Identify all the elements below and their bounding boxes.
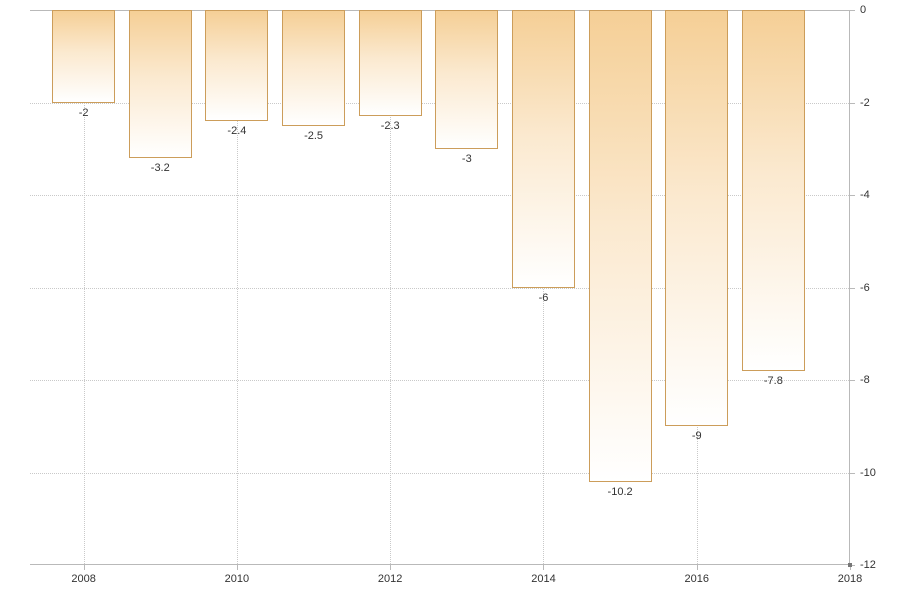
y-axis-label: -6 — [860, 282, 870, 294]
bar-value-label: -2.5 — [304, 130, 323, 142]
bar — [359, 10, 422, 116]
gridline-horizontal — [30, 473, 849, 474]
y-axis-label: -4 — [860, 189, 870, 201]
bar-value-label: -2 — [79, 107, 89, 119]
x-tick — [543, 565, 544, 570]
corner-marker — [848, 563, 852, 567]
bar — [512, 10, 575, 288]
bar — [589, 10, 652, 482]
y-tick — [850, 195, 855, 196]
bar — [435, 10, 498, 149]
bar — [52, 10, 115, 103]
bar-value-label: -3.2 — [151, 162, 170, 174]
y-axis-label: -8 — [860, 374, 870, 386]
y-tick — [850, 380, 855, 381]
x-axis-label: 2010 — [225, 573, 249, 585]
y-axis-label: -12 — [860, 559, 876, 571]
y-axis-label: -2 — [860, 97, 870, 109]
y-tick — [850, 473, 855, 474]
bar — [129, 10, 192, 158]
y-tick — [850, 288, 855, 289]
y-tick — [850, 10, 855, 11]
x-axis-label: 2012 — [378, 573, 402, 585]
bar — [205, 10, 268, 121]
bar — [665, 10, 728, 426]
x-axis-label: 2018 — [838, 573, 862, 585]
x-axis-label: 2008 — [71, 573, 95, 585]
bar — [742, 10, 805, 371]
bar-value-label: -10.2 — [608, 486, 633, 498]
y-axis-label: 0 — [860, 4, 866, 16]
x-tick — [390, 565, 391, 570]
x-axis-label: 2016 — [684, 573, 708, 585]
chart-container: 2008 2010 2012 2014 2016 2018 0 -2 -4 -6 -8 -10 -12 -… — [0, 0, 900, 600]
x-tick — [84, 565, 85, 570]
bar-value-label: -2.4 — [227, 125, 246, 137]
bar — [282, 10, 345, 126]
x-tick — [237, 565, 238, 570]
x-tick — [697, 565, 698, 570]
bar-value-label: -9 — [692, 430, 702, 442]
bar-value-label: -3 — [462, 153, 472, 165]
plot-area: 2008201020122014201620180-2-4-6-8-10-12-… — [30, 10, 850, 565]
y-axis-label: -10 — [860, 467, 876, 479]
x-axis-label: 2014 — [531, 573, 555, 585]
bar-value-label: -7.8 — [764, 375, 783, 387]
y-tick — [850, 103, 855, 104]
bar-value-label: -6 — [539, 292, 549, 304]
bar-value-label: -2.3 — [381, 120, 400, 132]
